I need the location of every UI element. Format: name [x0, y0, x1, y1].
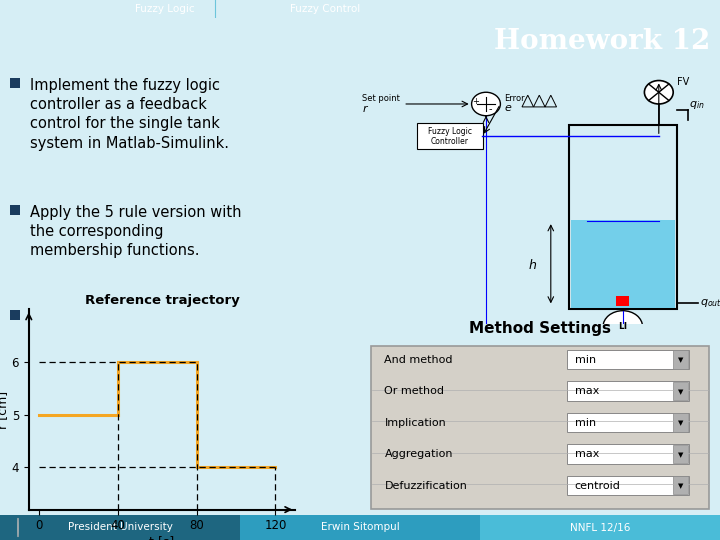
- Text: Fuzzy Control: Fuzzy Control: [290, 4, 360, 14]
- Bar: [616, 296, 629, 306]
- Text: Test the control loop to
follow the reference
trajectory as shown below.: Test the control loop to follow the refe…: [30, 310, 226, 363]
- Text: max: max: [575, 386, 599, 396]
- Text: $h$: $h$: [528, 258, 537, 272]
- Bar: [10, 78, 20, 88]
- Bar: [480, 515, 720, 540]
- Text: ▼: ▼: [678, 420, 683, 427]
- Text: President University: President University: [68, 523, 172, 532]
- Bar: [673, 382, 688, 400]
- Text: $r$: $r$: [362, 103, 369, 114]
- Text: $e$: $e$: [504, 103, 513, 113]
- FancyBboxPatch shape: [417, 123, 483, 149]
- Text: ▼: ▼: [678, 357, 683, 363]
- Text: Implement the fuzzy logic
controller as a feedback
control for the single tank
s: Implement the fuzzy logic controller as …: [30, 78, 229, 151]
- Text: Or method: Or method: [384, 386, 444, 396]
- Text: Fuzzy Logic: Fuzzy Logic: [135, 4, 195, 14]
- Text: centroid: centroid: [575, 481, 621, 490]
- Bar: [569, 125, 677, 309]
- Text: Set point: Set point: [362, 93, 400, 103]
- Text: Implication: Implication: [384, 418, 446, 428]
- Text: ▼: ▼: [678, 389, 683, 395]
- Title: Reference trajectory: Reference trajectory: [85, 294, 239, 307]
- Bar: [10, 310, 20, 320]
- Bar: [571, 220, 675, 308]
- Bar: [673, 350, 688, 369]
- Text: -: -: [489, 104, 492, 114]
- Text: Erwin Sitompul: Erwin Sitompul: [320, 523, 400, 532]
- FancyBboxPatch shape: [371, 346, 709, 509]
- Text: $q_{in}$: $q_{in}$: [690, 99, 705, 111]
- Bar: [673, 413, 688, 431]
- Bar: [240, 515, 480, 540]
- Text: Homework 12: Homework 12: [494, 28, 710, 55]
- Text: min: min: [575, 418, 595, 428]
- Circle shape: [17, 518, 19, 537]
- X-axis label: t [s]: t [s]: [149, 535, 175, 540]
- Text: And method: And method: [384, 355, 453, 365]
- Text: NNFL 12/16: NNFL 12/16: [570, 523, 630, 532]
- Circle shape: [644, 80, 673, 104]
- FancyBboxPatch shape: [567, 413, 689, 432]
- Bar: [10, 205, 20, 215]
- Text: Aggregation: Aggregation: [384, 449, 453, 459]
- Text: LI: LI: [618, 322, 627, 332]
- Text: max: max: [575, 449, 599, 459]
- Text: FV: FV: [677, 77, 689, 87]
- Text: Fuzzy Logic
Controller: Fuzzy Logic Controller: [428, 126, 472, 146]
- Bar: [673, 445, 688, 463]
- Text: Method Settings: Method Settings: [469, 321, 611, 336]
- Bar: [673, 476, 688, 495]
- Text: +: +: [472, 97, 480, 105]
- Text: Defuzzification: Defuzzification: [384, 481, 467, 490]
- Circle shape: [472, 92, 500, 116]
- Text: ▼: ▼: [678, 483, 683, 489]
- Text: ▼: ▼: [678, 452, 683, 458]
- Text: min: min: [575, 355, 595, 365]
- FancyBboxPatch shape: [567, 381, 689, 401]
- Text: Error: Error: [504, 93, 525, 103]
- Text: Apply the 5 rule version with
the corresponding
membership functions.: Apply the 5 rule version with the corres…: [30, 205, 241, 259]
- FancyBboxPatch shape: [567, 444, 689, 463]
- Circle shape: [603, 310, 642, 343]
- Bar: [0, 515, 240, 540]
- Text: $q_{out}$: $q_{out}$: [701, 298, 720, 309]
- FancyBboxPatch shape: [567, 476, 689, 495]
- FancyBboxPatch shape: [567, 350, 689, 369]
- Y-axis label: r [cm]: r [cm]: [0, 390, 9, 429]
